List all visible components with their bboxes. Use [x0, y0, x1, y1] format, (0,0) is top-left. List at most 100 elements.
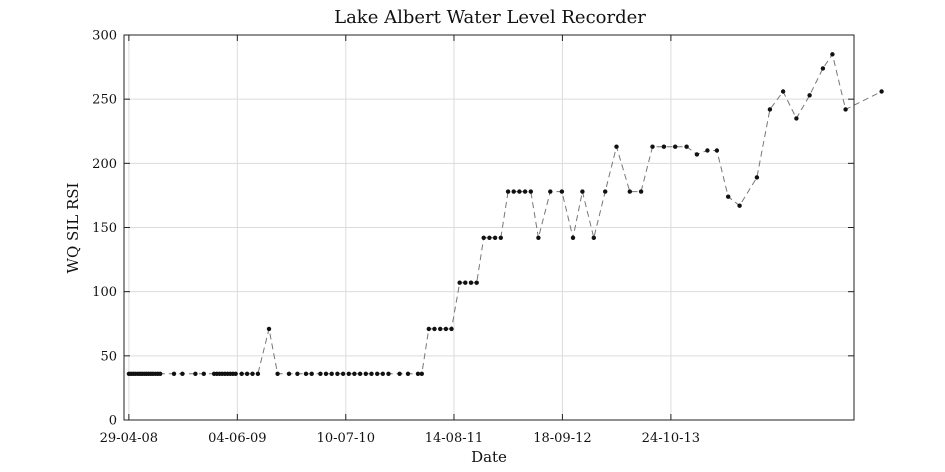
data-point: [449, 326, 454, 332]
x-tick-label: 29-04-08: [100, 431, 158, 446]
data-point: [357, 371, 363, 376]
data-point: [295, 371, 300, 376]
data-point: [397, 371, 402, 376]
data-point: [255, 371, 261, 376]
data-point: [303, 371, 309, 376]
markers-group: [126, 52, 884, 376]
y-tick-label: 50: [100, 349, 117, 364]
data-point: [171, 371, 177, 376]
data-point: [726, 194, 731, 199]
data-point: [684, 144, 689, 149]
data-point: [505, 189, 511, 194]
data-point: [481, 235, 486, 240]
x-tick-label: 04-06-09: [208, 431, 266, 446]
y-tick-label: 200: [92, 157, 117, 172]
data-point: [627, 189, 632, 194]
data-point: [443, 326, 449, 332]
data-point: [603, 189, 608, 194]
y-axis-label: WQ SIL RSI: [64, 182, 82, 273]
data-point: [830, 52, 835, 57]
data-point: [335, 371, 340, 376]
x-tick-label: 24-10-13: [642, 431, 700, 446]
data-point: [419, 371, 424, 376]
data-point: [570, 235, 576, 240]
data-point: [244, 371, 250, 376]
data-point: [714, 148, 720, 153]
data-point: [380, 371, 385, 376]
data-point: [661, 144, 667, 149]
data-point: [180, 371, 185, 376]
data-point: [426, 326, 431, 332]
data-point: [266, 326, 272, 332]
data-point: [363, 371, 368, 376]
data-point: [193, 371, 198, 376]
data-point: [794, 116, 799, 121]
x-tick-label: 14-08-11: [425, 431, 483, 446]
data-point: [528, 189, 533, 194]
data-point: [323, 371, 329, 376]
data-point: [737, 203, 742, 208]
data-point: [250, 371, 255, 376]
data-point: [318, 371, 323, 376]
y-tick-label: 250: [92, 93, 117, 108]
series-line: [128, 53, 882, 375]
data-point: [158, 371, 163, 376]
data-point: [438, 326, 443, 332]
y-tick-label: 0: [109, 414, 117, 429]
x-ticks: 29-04-08 04-06-09 10-07-10 14-08-11 18-09-12…: [100, 35, 700, 446]
data-point: [309, 371, 314, 376]
data-point: [522, 189, 528, 194]
data-point: [487, 235, 492, 240]
data-point: [492, 235, 498, 240]
data-point: [673, 144, 678, 149]
data-point: [820, 66, 826, 71]
data-point: [432, 326, 437, 332]
data-point: [340, 371, 346, 376]
data-point: [614, 144, 619, 149]
data-point: [705, 148, 710, 153]
y-tick-label: 150: [92, 221, 117, 236]
data-point: [468, 280, 474, 285]
data-point: [591, 235, 596, 240]
data-point: [511, 189, 516, 194]
data-point: [754, 175, 760, 180]
data-point: [536, 235, 541, 240]
data-point: [457, 280, 462, 285]
data-point: [474, 280, 479, 285]
y-tick-label: 300: [92, 29, 117, 44]
y-ticks: 0 50 100 150 200 250 300: [92, 29, 854, 429]
data-point: [517, 189, 522, 194]
data-point: [239, 371, 244, 376]
data-point: [650, 144, 655, 149]
data-point: [375, 371, 380, 376]
data-point: [548, 189, 553, 194]
data-point: [767, 107, 773, 112]
data-point: [580, 189, 585, 194]
data-point: [233, 371, 238, 376]
data-point: [780, 89, 786, 94]
data-point: [352, 371, 357, 376]
data-point: [329, 371, 334, 376]
x-tick-label: 18-09-12: [533, 431, 591, 446]
data-point: [386, 371, 391, 376]
grid: [124, 34, 854, 421]
y-tick-label: 100: [92, 285, 117, 300]
chart-title: Lake Albert Water Level Recorder: [334, 7, 646, 28]
data-point: [369, 371, 374, 376]
data-point: [559, 189, 565, 194]
data-point: [843, 107, 848, 112]
x-axis-label: Date: [471, 448, 507, 466]
data-point: [879, 89, 884, 94]
data-point: [346, 371, 351, 376]
data-point: [275, 371, 280, 376]
data-point: [807, 93, 812, 98]
data-point: [286, 371, 292, 376]
data-point: [498, 235, 503, 240]
series-line-group: [128, 53, 882, 375]
data-point: [694, 152, 700, 157]
data-point: [415, 371, 421, 376]
data-point: [201, 371, 206, 376]
data-point: [463, 280, 468, 285]
x-tick-label: 10-07-10: [317, 431, 375, 446]
